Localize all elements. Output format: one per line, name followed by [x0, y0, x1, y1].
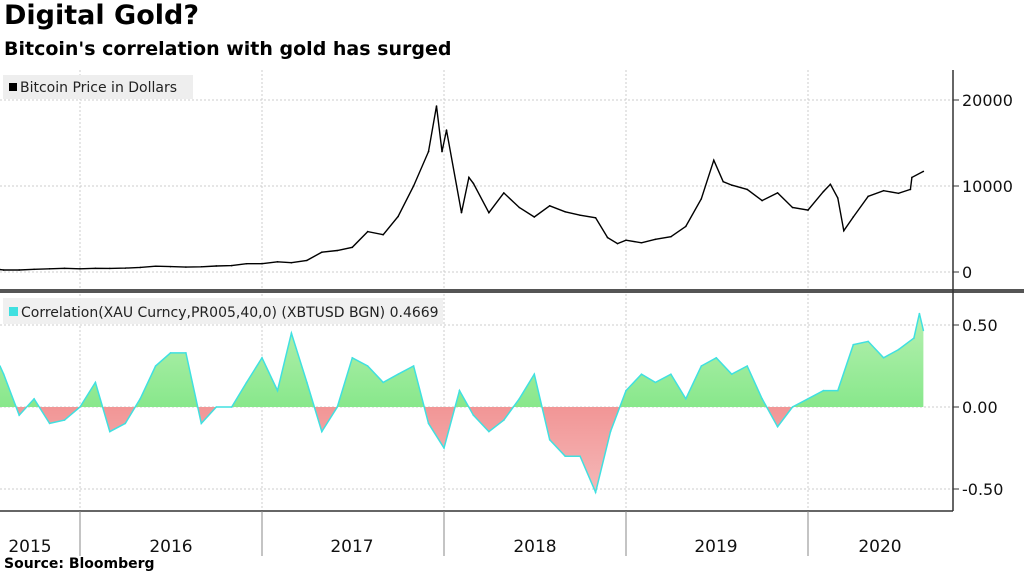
correlation-point	[791, 406, 794, 408]
correlation-point	[882, 357, 885, 359]
correlation-point	[700, 365, 703, 367]
correlation-line	[0, 313, 925, 495]
correlation-area	[0, 312, 925, 495]
correlation-point	[670, 373, 672, 376]
correlation-point	[94, 381, 97, 384]
corr-legend-box	[3, 298, 443, 324]
correlation-point	[48, 422, 51, 425]
y-tick-label: 0.00	[962, 398, 998, 417]
correlation-point	[533, 373, 536, 376]
y-tick-label: 0	[962, 263, 972, 282]
corr-legend-swatch	[9, 307, 18, 316]
positive-correlation-fill	[0, 313, 924, 407]
y-tick-label: 20000	[962, 91, 1013, 110]
correlation-point	[276, 389, 279, 392]
x-year-label: 2015	[8, 537, 51, 557]
correlation-point	[897, 348, 900, 351]
correlation-point	[867, 340, 869, 343]
y-tick-label: 10000	[962, 177, 1013, 196]
correlation-point	[290, 332, 293, 335]
correlation-point	[139, 398, 141, 400]
correlation-point	[351, 357, 354, 359]
correlation-point	[200, 422, 203, 425]
bitcoin-price-line	[0, 105, 924, 271]
correlation-point	[245, 381, 248, 384]
correlation-point	[458, 389, 461, 392]
correlation-point	[0, 365, 1, 367]
correlation-point	[822, 389, 825, 392]
correlation-point	[503, 419, 505, 421]
x-year-label: 2017	[330, 537, 373, 557]
correlation-point	[564, 455, 566, 458]
chart-subtitle: Bitcoin's correlation with gold has surg…	[4, 38, 452, 60]
correlation-point	[913, 337, 915, 339]
correlation-point	[79, 406, 81, 408]
correlation-point	[594, 491, 597, 494]
x-year-label: 2020	[858, 537, 901, 557]
correlation-point	[154, 365, 157, 367]
correlation-point	[336, 406, 339, 408]
price-legend-box	[3, 75, 193, 99]
correlation-point	[654, 381, 657, 384]
correlation-point	[761, 398, 763, 400]
correlation-point	[124, 422, 127, 425]
correlation-point	[715, 357, 718, 359]
correlation-point	[33, 398, 35, 400]
correlation-point	[685, 398, 687, 400]
correlation-point	[548, 439, 551, 441]
correlation-point	[488, 430, 490, 433]
correlation-point	[412, 365, 415, 367]
price-legend-swatch	[9, 83, 17, 91]
correlation-point	[579, 455, 581, 458]
correlation-point	[918, 312, 921, 315]
correlation-point	[382, 381, 384, 384]
correlation-point	[625, 389, 627, 392]
price-legend-label: Bitcoin Price in Dollars	[20, 80, 177, 96]
y-tick-label: -0.50	[962, 480, 1003, 499]
correlation-point	[306, 381, 308, 384]
correlation-point	[18, 414, 20, 417]
x-year-label: 2019	[694, 537, 737, 557]
correlation-point	[472, 414, 475, 417]
panel-divider	[0, 289, 1024, 293]
correlation-point	[261, 357, 263, 359]
x-year-label: 2018	[513, 537, 556, 557]
correlation-point	[109, 430, 111, 433]
correlation-point	[837, 389, 839, 392]
chart-title: Digital Gold?	[4, 0, 199, 31]
correlation-point	[366, 365, 369, 367]
correlation-point	[230, 406, 233, 408]
correlation-point	[922, 329, 925, 332]
correlation-point	[640, 373, 643, 376]
correlation-point	[321, 430, 323, 433]
y-tick-label: 0.50	[962, 316, 998, 335]
correlation-point	[776, 425, 779, 428]
correlation-point	[443, 447, 445, 449]
correlation-point	[427, 422, 430, 425]
correlation-point	[746, 365, 748, 367]
source-note: Source: Bloomberg	[4, 556, 155, 572]
correlation-point	[2, 373, 5, 376]
correlation-point	[397, 373, 399, 376]
correlation-point	[852, 343, 855, 346]
correlation-point	[215, 406, 218, 408]
correlation-point	[63, 419, 66, 421]
correlation-point	[169, 352, 172, 354]
correlation-point	[185, 352, 187, 354]
correlation-point	[518, 398, 521, 400]
correlation-point	[730, 373, 733, 376]
x-year-label: 2016	[149, 537, 192, 557]
correlation-point	[609, 430, 612, 433]
correlation-point	[807, 398, 809, 400]
corr-legend-label: Correlation(XAU Curncy,PR005,40,0) (XBTU…	[21, 305, 439, 321]
